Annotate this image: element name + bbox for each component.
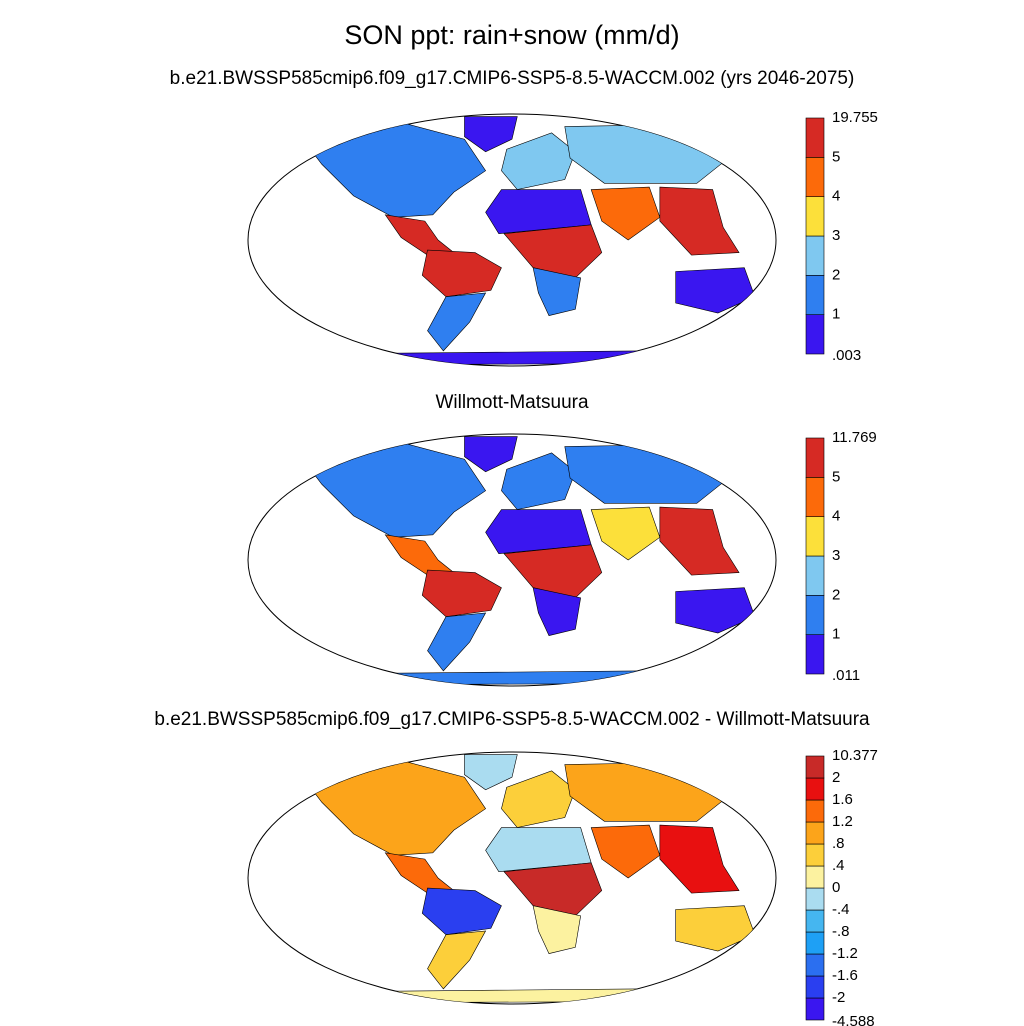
- colorbar-bin: [805, 595, 825, 635]
- region-south-asia: [590, 824, 661, 879]
- region-southeast-asia: [659, 186, 740, 256]
- colorbar-max-label: 10.377: [832, 747, 878, 764]
- region-southeast-asia: [659, 506, 740, 576]
- region-amazon: [421, 569, 502, 618]
- colorbar-min-label: -4.588: [832, 1013, 875, 1026]
- colorbar-min-label: .011: [832, 667, 860, 684]
- region-south-america-south: [427, 292, 487, 352]
- region-australia: [675, 587, 756, 634]
- region-south-asia: [590, 186, 661, 241]
- region-europe: [501, 452, 576, 510]
- panel-2-subtitle: Willmott-Matsuura: [435, 392, 589, 413]
- colorbar-bin: [805, 196, 825, 237]
- colorbar-bin: [805, 235, 825, 276]
- region-africa-central: [503, 224, 603, 279]
- colorbar-bin: [805, 975, 825, 999]
- colorbar-bin: [805, 117, 825, 158]
- colorbar-bin: [805, 887, 825, 911]
- colorbar-bin: [805, 799, 825, 823]
- colorbar-tick-label: 4: [832, 508, 840, 525]
- region-africa-south: [532, 587, 581, 636]
- region-greenland: [464, 436, 518, 473]
- map-panel-difference: 10.377 2 1.6 1.2 .8 .4 0 -.4 -.8 -1.2 -1.6 -2 -4.588: [247, 747, 878, 1026]
- region-north-america: [300, 439, 487, 538]
- colorbar-bin: [805, 477, 825, 517]
- region-north-america: [300, 757, 487, 856]
- colorbar-tick-label: 5: [832, 148, 840, 165]
- colorbar-tick-label: 4: [832, 188, 840, 205]
- colorbar-tick-label: 1.6: [832, 791, 853, 808]
- region-africa-central: [503, 862, 603, 917]
- panel-1-subtitle: b.e21.BWSSP585cmip6.f09_g17.CMIP6-SSP5-8…: [169, 68, 855, 89]
- region-antarctica: [352, 670, 667, 686]
- region-north-america: [300, 119, 487, 218]
- colorbar-tick-label: 1.2: [832, 813, 853, 830]
- colorbar-tick-label: 0: [832, 879, 840, 896]
- colorbar-tick-label: -2: [832, 989, 845, 1006]
- colorbar-bin: [805, 997, 825, 1021]
- colorbar-tick-label: 2: [832, 769, 840, 786]
- region-antarctica: [352, 988, 667, 1004]
- colorbar-tick-label: -.4: [832, 901, 850, 918]
- region-greenland: [464, 754, 518, 791]
- region-south-america-south: [427, 612, 487, 672]
- colorbar-tick-label: .4: [832, 857, 845, 874]
- colorbar-tick-label: 5: [832, 468, 840, 485]
- region-australia: [675, 905, 756, 952]
- colorbar-max-label: 11.769: [832, 429, 877, 446]
- colorbar-bin: [805, 909, 825, 933]
- colorbar-bin: [805, 821, 825, 845]
- colorbar-bin: [805, 516, 825, 557]
- figure-title: SON ppt: rain+snow (mm/d): [344, 20, 680, 50]
- colorbar-bin: [805, 555, 825, 596]
- region-south-america-south: [427, 930, 487, 990]
- colorbar-tick-label: 3: [832, 227, 840, 244]
- region-africa-south: [532, 267, 581, 316]
- region-europe: [501, 770, 576, 828]
- panel-3-subtitle: b.e21.BWSSP585cmip6.f09_g17.CMIP6-SSP5-8…: [154, 709, 870, 730]
- map-panel-model: 19.755 5 4 3 2 1 .003: [247, 109, 878, 367]
- region-africa-south: [532, 905, 581, 954]
- colorbar-bin: [805, 931, 825, 955]
- colorbar-tick-label: -1.2: [832, 945, 858, 962]
- colorbar-tick-label: -.8: [832, 923, 850, 940]
- region-africa-central: [503, 544, 603, 599]
- region-greenland: [464, 116, 518, 153]
- region-amazon: [421, 887, 502, 936]
- colorbar-max-label: 19.755: [832, 109, 878, 126]
- region-southeast-asia: [659, 824, 740, 894]
- colorbar-bin: [805, 953, 825, 977]
- region-south-asia: [590, 506, 661, 561]
- colorbar-bin: [805, 275, 825, 315]
- colorbar-tick-label: -1.6: [832, 967, 858, 984]
- colorbar-bin: [805, 437, 825, 478]
- colorbar-bin: [805, 634, 825, 675]
- colorbar-bin: [805, 843, 825, 867]
- region-australia: [675, 267, 756, 314]
- colorbar-tick-label: 3: [832, 547, 840, 564]
- colorbar-tick-label: 1: [832, 626, 840, 643]
- map-panel-observations: 11.769 5 4 3 2 1 .011: [247, 429, 877, 687]
- colorbar-bin: [805, 157, 825, 197]
- colorbar-bin: [805, 314, 825, 355]
- colorbar-tick-label: 2: [832, 266, 840, 283]
- colorbar-tick-label: 2: [832, 586, 840, 603]
- colorbar-bin: [805, 865, 825, 889]
- region-amazon: [421, 249, 502, 298]
- colorbar-tick-label: .8: [832, 835, 845, 852]
- colorbar-bin: [805, 755, 825, 779]
- colorbar-tick-label: 1: [832, 306, 840, 323]
- region-antarctica: [352, 350, 667, 366]
- colorbar-bin: [805, 777, 825, 801]
- colorbar-min-label: .003: [832, 347, 861, 364]
- region-europe: [501, 132, 576, 190]
